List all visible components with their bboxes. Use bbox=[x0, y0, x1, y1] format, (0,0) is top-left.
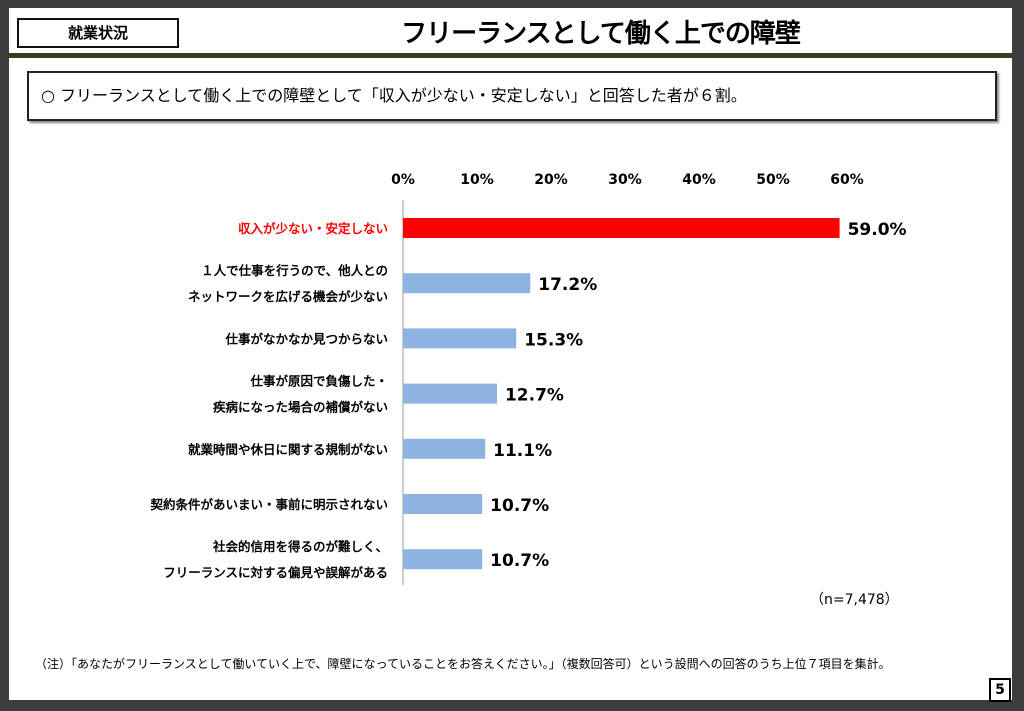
sample-size: （n=7,478） bbox=[810, 592, 899, 608]
x-tick-label: 0% bbox=[391, 172, 415, 188]
category-label: 仕事が原因で負傷した・ bbox=[249, 374, 388, 389]
data-label: 11.1% bbox=[493, 441, 552, 461]
data-label: 59.0% bbox=[848, 220, 907, 240]
slide: 就業状況 フリーランスとして働く上での障壁 ○ フリーランスとして働く上での障壁… bbox=[9, 8, 1012, 702]
category-label: ネットワークを広げる機会が少ない bbox=[188, 289, 388, 304]
summary-box: ○ フリーランスとして働く上での障壁として「収入が少ない・安定しない」と回答した… bbox=[27, 71, 997, 121]
category-label: 収入が少ない・安定しない bbox=[238, 221, 388, 236]
x-tick-label: 50% bbox=[756, 172, 790, 188]
x-tick-label: 60% bbox=[830, 172, 864, 188]
bar bbox=[403, 218, 840, 238]
page-number: 5 bbox=[989, 678, 1011, 702]
bar bbox=[403, 494, 483, 514]
bar bbox=[403, 438, 486, 459]
category-label: 仕事がなかなか見つからない bbox=[224, 331, 388, 346]
x-tick-label: 30% bbox=[608, 172, 642, 188]
bar bbox=[403, 383, 497, 404]
footnote: （注）「あなたがフリーランスとして働いていく上で、障壁になっていることをお答えく… bbox=[35, 657, 891, 671]
category-label: 疾病になった場合の補償がない bbox=[213, 400, 388, 415]
data-label: 17.2% bbox=[538, 275, 597, 295]
bar bbox=[403, 273, 531, 294]
bar bbox=[403, 549, 483, 570]
category-label: １人で仕事を行うので、他人との bbox=[201, 263, 388, 278]
bar bbox=[403, 328, 517, 349]
x-tick-label: 10% bbox=[460, 172, 494, 188]
category-label: 社会的信用を得るのが難しく、 bbox=[212, 539, 388, 554]
x-tick-label: 20% bbox=[534, 172, 568, 188]
x-tick-label: 40% bbox=[682, 172, 716, 188]
category-label: 就業時間や休日に関する規制がない bbox=[188, 442, 388, 457]
data-label: 15.3% bbox=[524, 330, 583, 350]
data-label: 10.7% bbox=[490, 551, 549, 571]
data-label: 10.7% bbox=[490, 496, 549, 516]
data-label: 12.7% bbox=[505, 386, 564, 406]
header-rule bbox=[9, 53, 1012, 58]
category-label: フリーランスに対する偏見や誤解がある bbox=[163, 565, 388, 580]
section-tag: 就業状況 bbox=[17, 18, 179, 48]
category-label: 契約条件があいまい・事前に明示されない bbox=[149, 497, 388, 512]
page-title: フリーランスとして働く上での障壁 bbox=[401, 19, 801, 49]
